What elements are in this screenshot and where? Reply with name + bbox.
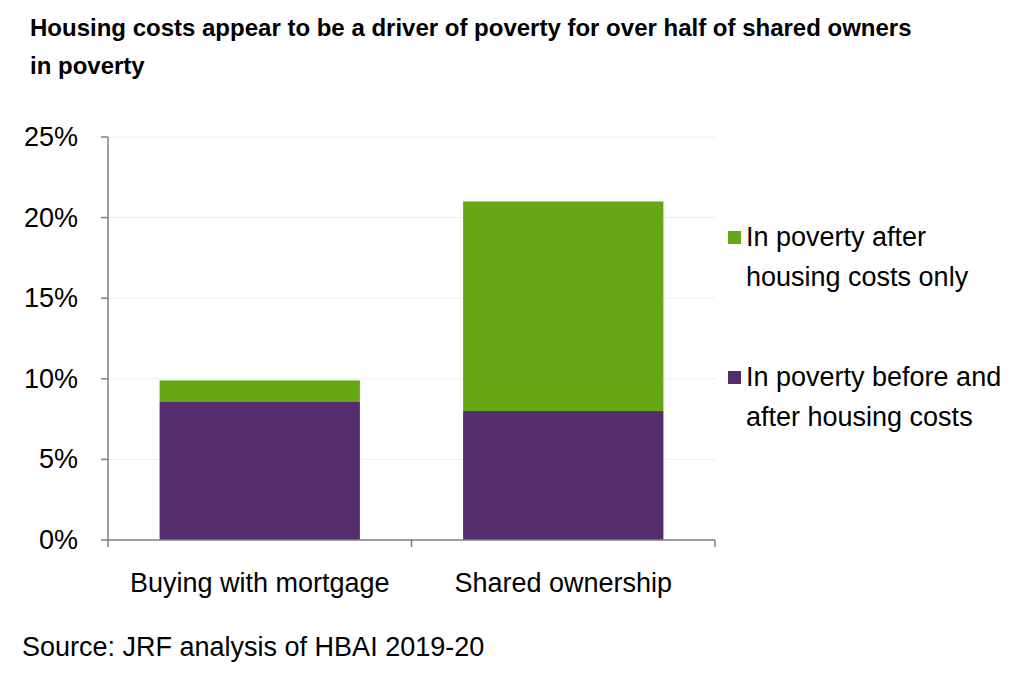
y-axis: 0% 5% 10% 15% 20% 25%: [24, 122, 108, 555]
legend-label: In poverty before and after housing costs: [746, 362, 1001, 432]
source: Source: JRF analysis of HBAI 2019-20: [22, 632, 484, 662]
y-tick-label: 25%: [24, 122, 78, 152]
text-line: after housing costs: [746, 402, 973, 432]
x-tick: [714, 540, 716, 547]
chart: Housing costs appear to be a driver of p…: [0, 0, 1024, 693]
y-tick-label: 20%: [24, 203, 78, 233]
x-tick: [411, 540, 413, 547]
y-tick-label: 0%: [39, 525, 78, 555]
x-tick: [107, 540, 109, 547]
y-tick-label: 5%: [39, 444, 78, 474]
text-line: in poverty: [30, 52, 145, 79]
y-tick-label: 10%: [24, 364, 78, 394]
y-tick-label: 15%: [24, 283, 78, 313]
y-tick: [101, 136, 108, 138]
bar-segment: [463, 201, 663, 411]
bar-segment: [160, 401, 360, 540]
legend-swatch: [728, 371, 741, 384]
text-line: In poverty before and: [746, 362, 1001, 392]
y-axis-line: [107, 137, 109, 540]
legend-label: In poverty after housing costs only: [746, 222, 969, 292]
x-axis: Buying with mortgage Shared ownership: [108, 540, 715, 598]
x-tick-label: Buying with mortgage: [130, 568, 390, 598]
y-tick: [101, 297, 108, 299]
bars: [160, 201, 664, 540]
y-tick: [101, 217, 108, 219]
y-tick: [101, 378, 108, 380]
text-line: Housing costs appear to be a driver of p…: [30, 14, 912, 41]
title: Housing costs appear to be a driver of p…: [30, 14, 912, 79]
grid-line: [108, 137, 715, 138]
text-line: housing costs only: [746, 262, 969, 292]
y-tick: [101, 459, 108, 461]
text-line: In poverty after: [746, 222, 926, 252]
bar-segment: [463, 411, 663, 540]
x-tick-label: Shared ownership: [454, 568, 672, 598]
grid: [108, 137, 715, 540]
legend-swatch: [728, 231, 741, 244]
bar-segment: [160, 380, 360, 401]
legend: In poverty afterhousing costs onlyIn pov…: [728, 222, 1001, 432]
y-tick: [101, 539, 108, 541]
